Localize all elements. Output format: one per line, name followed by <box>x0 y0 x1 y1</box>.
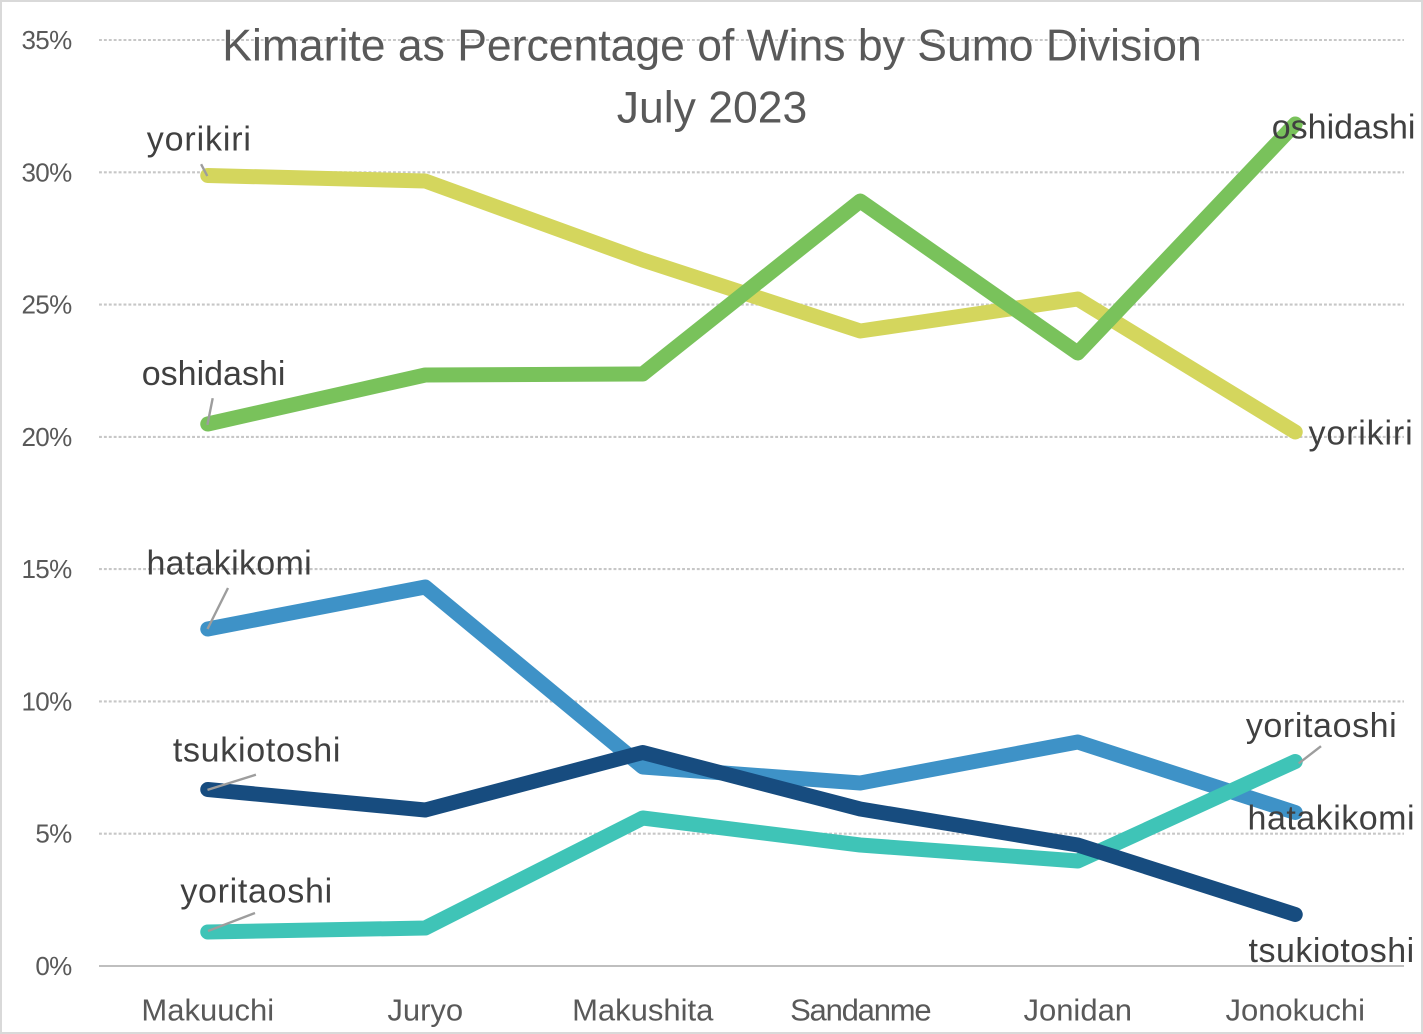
svg-text:yoritaoshi: yoritaoshi <box>180 872 333 910</box>
svg-text:hatakikomi: hatakikomi <box>1248 799 1416 837</box>
svg-text:Juryo: Juryo <box>387 992 463 1027</box>
svg-text:tsukiotoshi: tsukiotoshi <box>1249 932 1415 970</box>
svg-text:oshidashi: oshidashi <box>1272 108 1416 146</box>
svg-text:Makuuchi: Makuuchi <box>141 992 274 1027</box>
svg-text:Jonokuchi: Jonokuchi <box>1225 992 1365 1027</box>
svg-text:oshidashi: oshidashi <box>142 355 286 393</box>
svg-text:yorikiri: yorikiri <box>147 121 252 159</box>
svg-text:hatakikomi: hatakikomi <box>146 545 312 583</box>
svg-text:5%: 5% <box>35 819 72 849</box>
svg-text:Kimarite as Percentage of Wins: Kimarite as Percentage of Wins by Sumo D… <box>222 21 1201 70</box>
svg-text:Makushita: Makushita <box>572 992 714 1027</box>
svg-text:Sandanme: Sandanme <box>790 992 930 1027</box>
svg-text:15%: 15% <box>22 554 73 584</box>
svg-text:25%: 25% <box>22 290 73 320</box>
svg-text:30%: 30% <box>22 157 73 187</box>
svg-text:yorikiri: yorikiri <box>1308 414 1413 452</box>
svg-text:20%: 20% <box>22 422 73 452</box>
svg-text:35%: 35% <box>22 25 73 55</box>
svg-text:0%: 0% <box>35 951 72 981</box>
svg-text:10%: 10% <box>22 686 73 716</box>
svg-text:Jonidan: Jonidan <box>1023 992 1132 1027</box>
svg-text:July 2023: July 2023 <box>617 84 808 133</box>
svg-text:tsukiotoshi: tsukiotoshi <box>173 732 341 770</box>
svg-text:yoritaoshi: yoritaoshi <box>1246 707 1398 745</box>
